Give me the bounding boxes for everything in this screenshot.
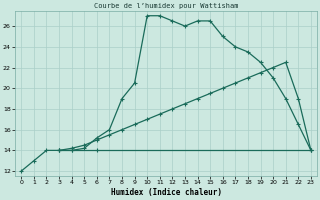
X-axis label: Humidex (Indice chaleur): Humidex (Indice chaleur)	[111, 188, 221, 197]
Title: Courbe de l’humidex pour Wattisham: Courbe de l’humidex pour Wattisham	[94, 3, 238, 9]
